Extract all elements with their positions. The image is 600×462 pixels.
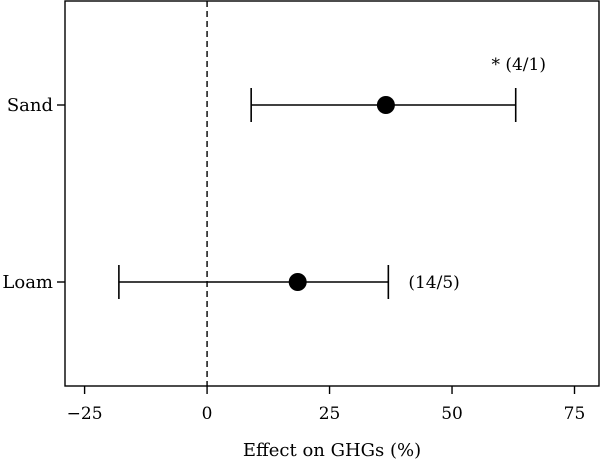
y-category-label: Sand — [7, 95, 53, 116]
x-axis: −25 0 25 50 75 — [67, 386, 586, 424]
x-tick-label: −25 — [67, 404, 103, 424]
data-marks: * (4/1) (14/5) — [118, 55, 546, 299]
x-axis-title: Effect on GHGs (%) — [243, 440, 421, 461]
y-axis: Sand Loam — [2, 95, 65, 293]
sample-size-annotation: * (4/1) — [491, 55, 546, 75]
y-category-label: Loam — [2, 272, 53, 293]
sample-size-annotation: (14/5) — [408, 273, 459, 293]
x-tick-label: 0 — [202, 404, 213, 424]
plot-frame — [64, 0, 600, 387]
point-estimate — [288, 273, 307, 291]
point-estimate — [376, 96, 395, 114]
x-tick-label: 75 — [564, 404, 586, 424]
x-tick-label: 50 — [441, 404, 463, 424]
x-tick-label: 25 — [319, 404, 341, 424]
